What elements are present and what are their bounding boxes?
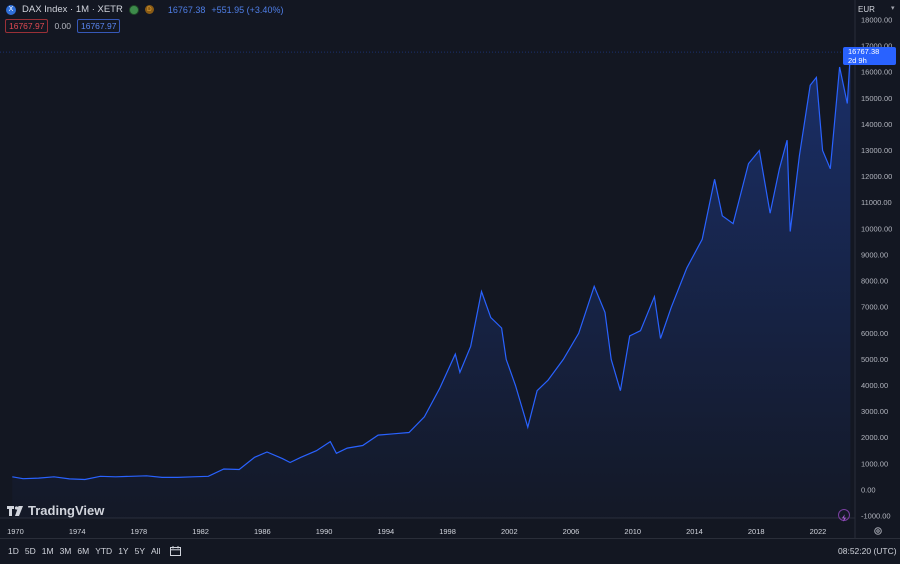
y-tick-label: 14000.00 xyxy=(861,120,892,129)
y-tick-label: -1000.00 xyxy=(861,512,891,521)
y-tick-label: 6000.00 xyxy=(861,329,888,338)
y-tick-label: 3000.00 xyxy=(861,407,888,416)
range-1y[interactable]: 1Y xyxy=(118,546,129,556)
price-axis: -1000.00 0.00 1000.00 2000.00 3000.00 4000.00… xyxy=(861,16,892,521)
time-axis: 1970 1974 1978 1982 1986 1990 1994 1998 2002 2006… xyxy=(7,527,826,536)
last-price-label: 16767.38 2d 9h xyxy=(843,47,896,65)
y-tick-label: 2000.00 xyxy=(861,433,888,442)
range-5y[interactable]: 5Y xyxy=(134,546,145,556)
calendar-icon[interactable] xyxy=(170,546,182,556)
x-tick-label: 1990 xyxy=(316,527,333,536)
y-tick-label: 7000.00 xyxy=(861,303,888,312)
range-ytd[interactable]: YTD xyxy=(95,546,113,556)
utc-clock[interactable]: 08:52:20 (UTC) xyxy=(838,546,897,556)
y-tick-label: 5000.00 xyxy=(861,355,888,364)
y-tick-label: 9000.00 xyxy=(861,250,888,259)
x-tick-label: 2022 xyxy=(810,527,827,536)
trade-row: 16767.97 0.00 16767.97 xyxy=(5,19,121,33)
x-tick-label: 2010 xyxy=(624,527,641,536)
range-5d[interactable]: 5D xyxy=(24,546,36,556)
symbol-title-row[interactable]: X DAX Index · 1M · XETR D 16767.38 +551.… xyxy=(6,4,283,15)
buy-button[interactable]: 16767.97 xyxy=(77,19,121,33)
y-tick-label: 15000.00 xyxy=(861,94,892,103)
symbol-title[interactable]: DAX Index · 1M · XETR xyxy=(22,4,123,15)
x-tick-label: 1982 xyxy=(192,527,209,536)
series-line xyxy=(12,52,851,481)
currency-selector[interactable]: EUR xyxy=(858,5,875,14)
y-tick-label: 18000.00 xyxy=(861,16,892,25)
y-tick-label: 11000.00 xyxy=(861,198,892,207)
x-tick-label: 1974 xyxy=(69,527,86,536)
x-tick-label: 2002 xyxy=(501,527,518,536)
x-tick-label: 1994 xyxy=(377,527,394,536)
y-tick-label: 8000.00 xyxy=(861,277,888,286)
x-tick-label: 2018 xyxy=(748,527,765,536)
spread-value: 0.00 xyxy=(54,21,71,31)
y-tick-label: 12000.00 xyxy=(861,172,892,181)
y-tick-label: 0.00 xyxy=(861,485,876,494)
range-selector: 1D 5D 1M 3M 6M YTD 1Y 5Y All xyxy=(8,546,182,556)
x-tick-label: 2014 xyxy=(686,527,703,536)
x-tick-label: 1998 xyxy=(439,527,456,536)
range-1m[interactable]: 1M xyxy=(41,546,54,556)
chart-header: X DAX Index · 1M · XETR D 16767.38 +551.… xyxy=(0,0,855,36)
gear-icon[interactable] xyxy=(873,526,883,536)
tradingview-logo-icon xyxy=(7,505,23,516)
last-price-tag-value: 16767.38 xyxy=(848,47,880,56)
chevron-down-icon[interactable]: ▾ xyxy=(891,5,895,12)
x-circle-icon: X xyxy=(6,4,16,15)
y-tick-label: 13000.00 xyxy=(861,146,892,155)
x-tick-label: 1970 xyxy=(7,527,24,536)
price-chart[interactable]: -1000.00 0.00 1000.00 2000.00 3000.00 4000.00… xyxy=(0,0,900,538)
range-1d[interactable]: 1D xyxy=(8,546,19,556)
range-all[interactable]: All xyxy=(151,546,161,556)
y-tick-label: 16000.00 xyxy=(861,68,892,77)
x-tick-label: 1986 xyxy=(254,527,271,536)
last-price-countdown: 2d 9h xyxy=(848,55,867,65)
range-6m[interactable]: 6M xyxy=(77,546,90,556)
status-dot-icon[interactable] xyxy=(128,4,139,15)
sell-button[interactable]: 16767.97 xyxy=(5,19,49,33)
y-tick-label: 4000.00 xyxy=(861,381,888,390)
d-badge-icon[interactable]: D xyxy=(144,5,154,14)
lightning-icon[interactable] xyxy=(838,509,850,522)
y-tick-label: 1000.00 xyxy=(861,459,888,468)
price-change: +551.95 (+3.40%) xyxy=(211,4,284,15)
x-tick-label: 1978 xyxy=(131,527,148,536)
tradingview-wordmark: TradingView xyxy=(28,503,105,518)
last-price: 16767.38 xyxy=(167,4,206,15)
bottom-toolbar: 1D 5D 1M 3M 6M YTD 1Y 5Y All 08:52:20 (U… xyxy=(0,538,900,564)
tradingview-watermark[interactable]: TradingView xyxy=(7,503,104,518)
x-tick-label: 2006 xyxy=(563,527,580,536)
y-tick-label: 17000.00 xyxy=(861,42,892,51)
range-3m[interactable]: 3M xyxy=(59,546,72,556)
y-tick-label: 10000.00 xyxy=(861,224,892,233)
series-area xyxy=(12,52,851,518)
